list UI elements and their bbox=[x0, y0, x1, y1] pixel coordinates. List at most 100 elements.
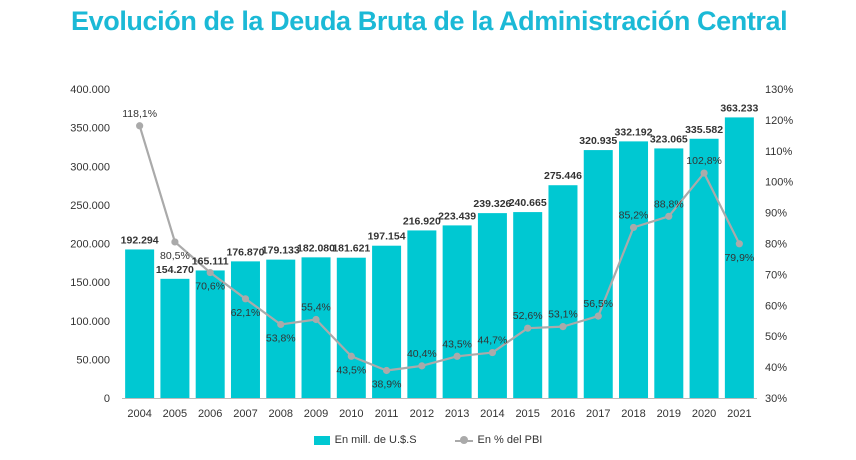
x-tick-label: 2012 bbox=[410, 408, 434, 420]
pbi-value-label: 55,4% bbox=[301, 302, 331, 314]
y-left-tick-label: 200.000 bbox=[70, 239, 110, 251]
y-left-tick-label: 50.000 bbox=[76, 354, 110, 366]
bar-value-label: 240.665 bbox=[509, 197, 547, 209]
pbi-value-label: 79,9% bbox=[724, 252, 754, 264]
bar bbox=[619, 141, 649, 398]
pbi-point bbox=[312, 315, 320, 324]
y-left-tick-label: 100.000 bbox=[70, 316, 110, 328]
pbi-point bbox=[629, 223, 638, 232]
pbi-value-label: 70,6% bbox=[195, 281, 225, 293]
y-left-tick-label: 400.000 bbox=[70, 84, 110, 96]
bar bbox=[442, 225, 472, 398]
pbi-value-label: 118,1% bbox=[122, 108, 157, 120]
y-right-axis: 30% 40% 50% 60% 70% 80% 90% 100% 110% 120% 130% bbox=[765, 84, 793, 405]
bar bbox=[654, 148, 684, 398]
pbi-point bbox=[488, 348, 497, 357]
x-tick-label: 2005 bbox=[163, 408, 187, 420]
y-right-tick-label: 100% bbox=[765, 177, 793, 189]
y-right-tick-label: 130% bbox=[765, 84, 793, 96]
chart-plot: 0 50.000 100.000 150.000 200.000 250.000 300.0… bbox=[70, 84, 793, 420]
bar bbox=[513, 212, 543, 398]
pbi-value-label: 53,1% bbox=[548, 309, 578, 321]
y-right-tick-label: 80% bbox=[765, 239, 787, 251]
pbi-point bbox=[171, 238, 179, 246]
pbi-value-label: 44,7% bbox=[478, 335, 508, 347]
pbi-value-label: 43,5% bbox=[336, 364, 366, 376]
pbi-point bbox=[206, 268, 214, 277]
bar-value-label: 181.621 bbox=[332, 243, 370, 255]
pbi-value-label: 56,5% bbox=[583, 298, 613, 310]
x-tick-label: 2008 bbox=[269, 408, 293, 420]
bar-value-label: 320.935 bbox=[579, 135, 617, 147]
pbi-value-labels: 118,1% 80,5% 70,6% 62,1% 53,8% 55,4% 43,5% 38,9… bbox=[122, 108, 754, 391]
pbi-value-label: 53,8% bbox=[266, 332, 296, 344]
pbi-point bbox=[559, 323, 567, 331]
bar-value-label: 154.270 bbox=[156, 264, 194, 276]
x-tick-label: 2010 bbox=[339, 408, 363, 420]
x-tick-label: 2020 bbox=[692, 408, 716, 420]
bar bbox=[407, 230, 437, 398]
x-tick-label: 2007 bbox=[233, 408, 257, 420]
bar-value-label: 239.326 bbox=[473, 198, 511, 210]
bar bbox=[266, 259, 296, 398]
pbi-value-label: 38,9% bbox=[372, 378, 402, 390]
pbi-point bbox=[418, 362, 426, 370]
pbi-point bbox=[277, 320, 285, 329]
bar bbox=[724, 117, 754, 399]
x-tick-label: 2009 bbox=[304, 408, 328, 420]
x-tick-label: 2014 bbox=[480, 408, 504, 420]
x-tick-label: 2018 bbox=[621, 408, 645, 420]
pbi-value-label: 102,8% bbox=[686, 155, 722, 167]
legend-label-pbi: En % del PBI bbox=[477, 434, 543, 446]
bar-value-label: 179.133 bbox=[262, 245, 300, 257]
legend-label-usd: En mill. de U.$.S bbox=[334, 434, 417, 446]
bar-value-label: 192.294 bbox=[121, 234, 159, 246]
x-tick-label: 2015 bbox=[515, 408, 539, 420]
y-left-tick-label: 0 bbox=[104, 393, 110, 405]
x-tick-label: 2019 bbox=[657, 408, 681, 420]
bar-value-label: 332.192 bbox=[615, 126, 653, 138]
y-left-tick-label: 350.000 bbox=[70, 123, 110, 135]
bar-value-label: 323.065 bbox=[650, 133, 688, 145]
bar-value-label: 182.080 bbox=[297, 242, 335, 254]
y-left-axis: 0 50.000 100.000 150.000 200.000 250.000 300.0… bbox=[70, 84, 110, 405]
y-right-tick-label: 60% bbox=[765, 300, 787, 312]
pbi-point bbox=[347, 352, 355, 360]
y-left-tick-label: 250.000 bbox=[70, 200, 110, 212]
bar-value-label: 335.582 bbox=[685, 124, 723, 136]
bar bbox=[230, 261, 260, 398]
bar bbox=[477, 213, 507, 398]
x-tick-label: 2016 bbox=[551, 408, 575, 420]
bar bbox=[583, 150, 613, 398]
pbi-value-label: 52,6% bbox=[513, 310, 543, 322]
bar-value-label: 216.920 bbox=[403, 215, 441, 227]
x-tick-label: 2017 bbox=[586, 408, 610, 420]
x-tick-label: 2011 bbox=[375, 408, 399, 420]
bar bbox=[689, 138, 719, 398]
y-right-tick-label: 30% bbox=[765, 393, 787, 405]
y-right-tick-label: 70% bbox=[765, 269, 787, 281]
bar bbox=[301, 257, 331, 398]
pbi-point bbox=[382, 366, 391, 375]
bar bbox=[372, 245, 402, 398]
bar bbox=[160, 278, 190, 398]
pbi-point bbox=[735, 240, 743, 248]
pbi-value-label: 88,8% bbox=[654, 198, 684, 210]
y-left-tick-label: 300.000 bbox=[70, 161, 110, 173]
pbi-point bbox=[241, 295, 250, 303]
bar bbox=[336, 257, 366, 398]
chart-title: Evolución de la Deuda Bruta de la Admini… bbox=[71, 6, 788, 36]
y-right-tick-label: 90% bbox=[765, 208, 787, 220]
x-tick-label: 2004 bbox=[127, 408, 151, 420]
bar-value-label: 363.233 bbox=[720, 102, 758, 114]
pbi-line bbox=[138, 125, 741, 372]
bar-value-label: 275.446 bbox=[544, 170, 582, 182]
legend-bar-swatch bbox=[313, 435, 330, 445]
legend-item-pbi: En % del PBI bbox=[454, 434, 543, 446]
pbi-point bbox=[665, 212, 673, 220]
bar-value-label: 223.439 bbox=[438, 210, 476, 222]
legend: En mill. de U.$.S En % del PBI bbox=[0, 434, 856, 446]
y-right-tick-label: 40% bbox=[765, 362, 787, 374]
bar-value-label: 165.111 bbox=[192, 255, 229, 267]
bar-value-labels: 192.294 154.270165.111176.870179.133182.0… bbox=[121, 102, 759, 275]
